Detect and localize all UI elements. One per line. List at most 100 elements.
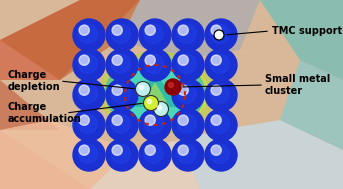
Circle shape [210,144,229,163]
Circle shape [210,114,229,133]
Circle shape [210,24,229,43]
Circle shape [137,124,140,126]
Circle shape [143,95,158,111]
Circle shape [218,47,224,53]
Circle shape [86,77,92,83]
Circle shape [205,79,237,111]
Circle shape [168,83,174,88]
Circle shape [220,49,222,51]
Circle shape [135,81,151,97]
Circle shape [168,62,175,68]
Circle shape [168,32,175,38]
Ellipse shape [120,68,190,118]
Circle shape [185,77,191,83]
Circle shape [135,152,142,158]
Circle shape [170,64,173,66]
Circle shape [111,54,130,73]
Circle shape [154,49,156,51]
Circle shape [218,77,224,83]
Circle shape [78,24,97,43]
Circle shape [119,77,125,83]
Polygon shape [120,0,260,60]
Circle shape [106,79,138,111]
Circle shape [218,107,224,113]
Circle shape [104,94,107,96]
Circle shape [135,122,142,128]
Circle shape [145,115,155,125]
Circle shape [178,55,188,65]
Circle shape [205,19,237,51]
Circle shape [157,105,162,110]
Circle shape [201,92,208,98]
Circle shape [178,85,188,95]
Circle shape [73,109,105,141]
Circle shape [106,19,138,51]
Circle shape [78,144,97,163]
Circle shape [144,54,163,73]
Ellipse shape [105,57,205,129]
Circle shape [152,137,158,143]
Text: TMC support: TMC support [272,26,342,36]
Circle shape [106,49,138,81]
Circle shape [104,154,107,156]
Circle shape [210,84,229,103]
Circle shape [103,122,108,128]
Circle shape [112,145,122,155]
Circle shape [111,144,130,163]
Circle shape [211,25,221,35]
Circle shape [178,145,188,155]
Circle shape [203,34,206,36]
Circle shape [154,139,156,141]
Circle shape [88,109,90,111]
Circle shape [112,85,122,95]
Circle shape [121,109,123,111]
Circle shape [139,85,144,90]
Circle shape [178,25,188,35]
Circle shape [79,85,89,95]
Circle shape [119,137,125,143]
Circle shape [211,145,221,155]
Polygon shape [0,0,140,80]
Circle shape [79,145,89,155]
Polygon shape [133,70,177,107]
Circle shape [147,99,152,104]
Circle shape [88,49,90,51]
Ellipse shape [99,52,214,134]
Circle shape [73,49,105,81]
Circle shape [103,152,108,158]
Circle shape [104,34,107,36]
Circle shape [145,25,155,35]
Circle shape [177,84,196,103]
Circle shape [203,124,206,126]
Circle shape [172,109,204,141]
Polygon shape [180,120,343,189]
Circle shape [106,109,138,141]
Circle shape [187,139,189,141]
Circle shape [119,107,125,113]
Circle shape [137,34,140,36]
Circle shape [210,54,229,73]
Circle shape [121,49,123,51]
Circle shape [88,139,90,141]
Circle shape [135,32,142,38]
Circle shape [135,62,142,68]
Circle shape [104,64,107,66]
Circle shape [145,145,155,155]
Circle shape [104,124,107,126]
Ellipse shape [114,62,200,124]
Polygon shape [280,60,343,150]
Text: Charge
depletion: Charge depletion [8,70,61,92]
Circle shape [170,34,173,36]
Circle shape [88,79,90,81]
Circle shape [111,24,130,43]
Circle shape [185,47,191,53]
Ellipse shape [113,63,197,123]
Circle shape [177,54,196,73]
Circle shape [121,79,123,81]
Circle shape [177,24,196,43]
Polygon shape [260,0,343,80]
Polygon shape [143,82,167,102]
Circle shape [73,79,105,111]
Polygon shape [90,140,200,189]
Circle shape [145,55,155,65]
